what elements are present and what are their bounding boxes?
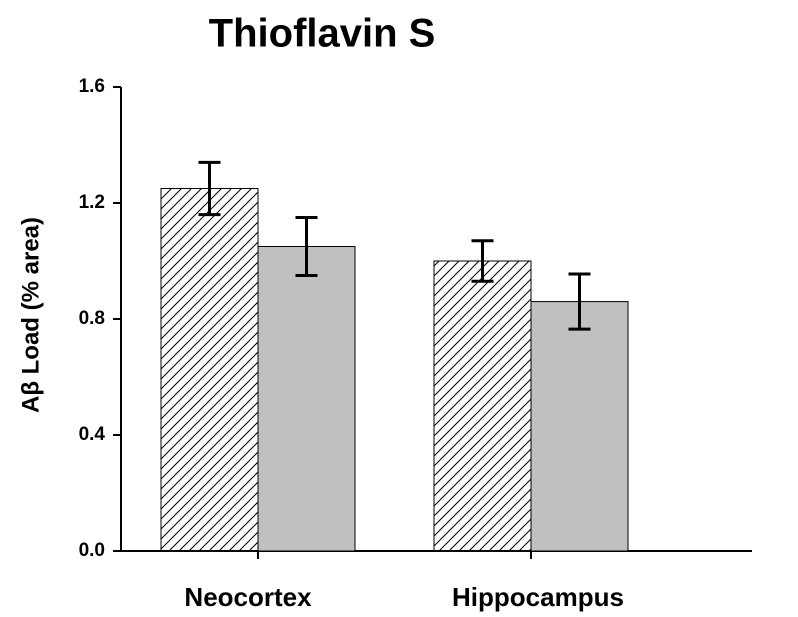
bar <box>530 301 629 552</box>
y-tick-label: 0.4 <box>79 424 106 445</box>
y-tick-label: 0.0 <box>79 540 105 561</box>
y-tick-label: 1.6 <box>79 76 105 97</box>
bar <box>257 246 356 552</box>
y-axis-label: Aβ Load (% area) <box>17 217 44 413</box>
x-tick-label: Neocortex <box>184 582 312 612</box>
y-tick-label: 0.8 <box>79 308 105 329</box>
bar <box>433 260 532 552</box>
x-tick-label: Hippocampus <box>452 582 624 612</box>
y-tick-label: 1.2 <box>79 192 105 213</box>
bar <box>160 188 259 552</box>
chart-title: Thioflavin S <box>209 12 436 56</box>
